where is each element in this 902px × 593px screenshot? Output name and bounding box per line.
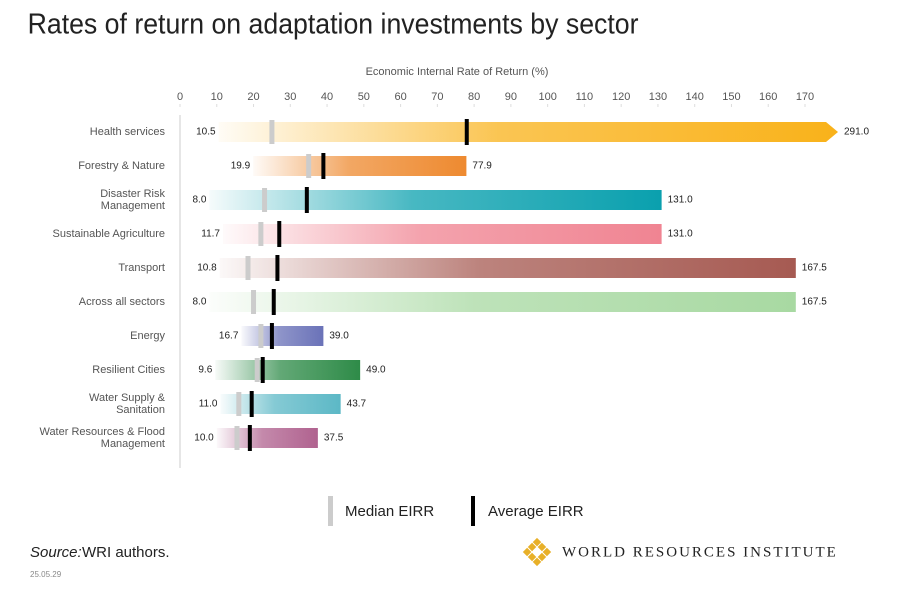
x-tick-label: 160 [759, 91, 777, 103]
x-tick-label: 80 [468, 91, 480, 103]
x-tick-label: 170 [796, 91, 814, 103]
category-label: Forestry & Nature [78, 160, 165, 172]
bar [216, 428, 318, 448]
x-tick-label: 110 [576, 91, 594, 103]
category-label: Energy [130, 330, 165, 342]
average-marker [269, 323, 274, 349]
x-tick-label: 70 [431, 91, 443, 103]
min-label: 10.5 [196, 127, 216, 138]
bar [218, 122, 839, 142]
category-label: Transport [118, 262, 165, 274]
max-label: 131.0 [668, 195, 693, 206]
bar [215, 360, 361, 380]
max-label: 131.0 [668, 229, 693, 240]
max-label: 49.0 [366, 365, 386, 376]
min-label: 8.0 [193, 297, 207, 308]
max-label: 77.9 [472, 161, 492, 172]
average-marker [260, 357, 265, 383]
bar [219, 258, 796, 278]
x-tick-label: 20 [247, 91, 259, 103]
axis-label: Economic Internal Rate of Return (%) [366, 66, 549, 78]
x-tick-label: 100 [538, 91, 556, 103]
median-marker [258, 324, 264, 348]
average-marker [247, 425, 252, 451]
min-label: 10.8 [197, 263, 217, 274]
chart-title: Rates of return on adaptation investment… [28, 8, 639, 40]
bar [253, 156, 467, 176]
max-label: 291.0 [844, 127, 869, 138]
category-label: Water Resources & Flood Management [39, 426, 165, 450]
average-marker [304, 187, 309, 213]
median-marker [245, 256, 251, 280]
min-label: 10.0 [194, 433, 214, 444]
legend-swatch [328, 496, 333, 526]
category-label: Disaster Risk Management [100, 188, 165, 212]
x-tick-label: 30 [284, 91, 296, 103]
x-tick-label: 40 [321, 91, 333, 103]
average-marker [271, 289, 276, 315]
min-label: 16.7 [219, 331, 239, 342]
min-label: 9.6 [198, 365, 212, 376]
average-marker [277, 221, 282, 247]
category-label: Sustainable Agriculture [52, 228, 165, 240]
category-label: Health services [89, 126, 165, 138]
max-label: 43.7 [347, 399, 367, 410]
max-label: 167.5 [802, 263, 827, 274]
median-marker [234, 426, 240, 450]
median-marker [269, 120, 275, 144]
median-marker [236, 392, 242, 416]
bar [209, 190, 662, 210]
median-marker [251, 290, 257, 314]
average-marker [464, 119, 469, 145]
date: 25.05.29 [30, 570, 62, 579]
x-tick-label: 60 [394, 91, 406, 103]
x-tick-label: 130 [649, 91, 667, 103]
legend-swatch [471, 496, 475, 526]
x-tick-label: 150 [722, 91, 740, 103]
min-label: 8.0 [193, 195, 207, 206]
source-label: Source: [30, 544, 82, 561]
max-label: 167.5 [802, 297, 827, 308]
bar [241, 326, 324, 346]
average-marker [321, 153, 326, 179]
x-tick-label: 90 [505, 91, 517, 103]
min-label: 11.7 [201, 229, 220, 240]
x-tick-label: 120 [612, 91, 630, 103]
median-marker [306, 154, 312, 178]
legend-label: Average EIRR [488, 503, 584, 520]
min-label: 11.0 [199, 399, 218, 410]
max-label: 37.5 [324, 433, 344, 444]
x-tick-label: 50 [358, 91, 370, 103]
x-tick-label: 0 [177, 91, 183, 103]
bar [223, 224, 662, 244]
category-label: Water Supply & Sanitation [88, 392, 165, 416]
average-marker [275, 255, 280, 281]
min-label: 19.9 [231, 161, 251, 172]
median-marker [258, 222, 264, 246]
average-marker [249, 391, 254, 417]
logo-icon [522, 537, 552, 567]
max-label: 39.0 [329, 331, 349, 342]
x-tick-label: 140 [686, 91, 704, 103]
category-label: Across all sectors [78, 296, 165, 308]
median-marker [254, 358, 260, 382]
bar [209, 292, 796, 312]
median-marker [262, 188, 268, 212]
legend-label: Median EIRR [345, 503, 434, 520]
source-text: WRI authors. [82, 544, 170, 561]
x-tick-label: 10 [211, 91, 223, 103]
logo-text: WORLD RESOURCES INSTITUTE [562, 544, 838, 560]
category-label: Resilient Cities [92, 364, 165, 376]
